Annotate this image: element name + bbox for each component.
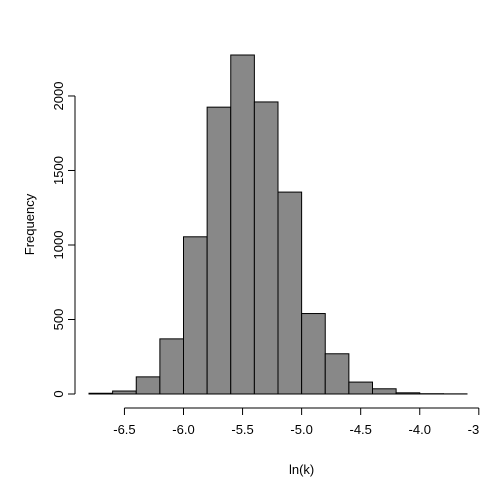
histogram-bar (301, 313, 326, 395)
y-axis: 0 500 1000 1500 2000 (51, 82, 76, 398)
x-tick-label: -4.5 (349, 422, 371, 437)
x-tick-label: -5.5 (231, 422, 253, 437)
x-axis-label: ln(k) (289, 462, 314, 477)
x-axis: -6.5 -6.0 -5.5 -5.0 -4.5 -4.0 -3.5 (113, 407, 480, 437)
x-tick-label: -5.0 (290, 422, 312, 437)
y-axis-label: Frequency (22, 193, 37, 255)
histogram-bar (88, 392, 114, 395)
x-tick-label: -3.5 (468, 422, 480, 437)
y-tick-label: 2000 (51, 82, 66, 111)
histogram-bar (324, 353, 350, 395)
histogram-bar (135, 376, 161, 395)
x-tick-label: -4.0 (409, 422, 431, 437)
histogram-bar (372, 388, 397, 395)
histogram-bar (348, 381, 373, 395)
histogram-bar (277, 191, 303, 395)
bars-group (88, 54, 468, 395)
histogram-bar (183, 236, 208, 395)
y-tick-label: 500 (51, 309, 66, 331)
x-tick-label: -6.0 (172, 422, 194, 437)
histogram-bar (206, 106, 232, 395)
y-tick-label: 0 (51, 390, 66, 397)
histogram-bar (230, 54, 255, 395)
y-tick-label: 1500 (51, 156, 66, 185)
histogram-bar (253, 101, 279, 395)
x-tick-label: -6.5 (113, 422, 135, 437)
histogram-bar (159, 338, 184, 395)
histogram-bar (112, 390, 137, 395)
y-tick-label: 1000 (51, 231, 66, 260)
histogram-bar (395, 392, 421, 395)
